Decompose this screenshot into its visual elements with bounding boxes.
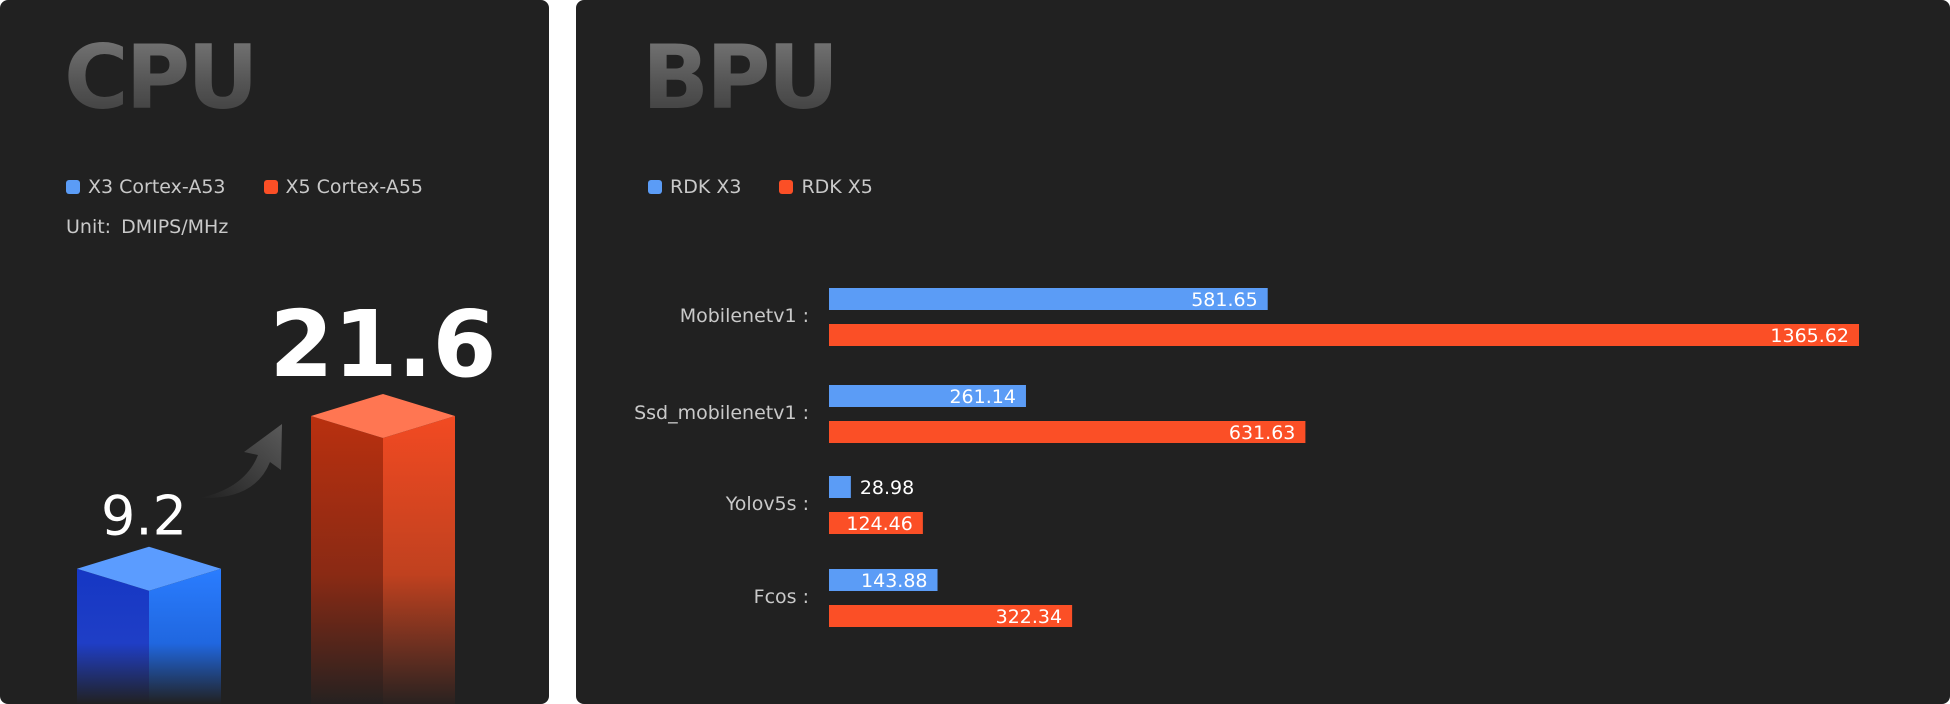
- bpu-bar-value-label: 261.14: [949, 386, 1015, 408]
- cpu-unit: Unit: DMIPS/MHz: [66, 216, 228, 238]
- cpu-legend-label-x5: X5 Cortex-A55: [285, 176, 424, 198]
- bpu-bar: [829, 324, 1859, 346]
- bpu-legend-item-x3: RDK X3: [648, 176, 741, 198]
- bpu-bar: [829, 569, 938, 591]
- legend-swatch-red: [263, 180, 278, 194]
- cpu-bar-right-face: [383, 416, 455, 704]
- cpu-bar-left-face: [311, 416, 383, 704]
- bpu-category-label: Fcos :: [753, 586, 809, 608]
- bpu-category-label: Ssd_mobilenetv1 :: [634, 402, 809, 424]
- cpu-bar: 9.2: [77, 485, 221, 704]
- bpu-category-label: Yolov5s :: [725, 493, 809, 515]
- bpu-bar: [829, 512, 923, 534]
- bpu-chart: 581.65 1365.62 261.14 631.63 28.98 124.46 143.…: [829, 288, 1859, 628]
- bpu-bar-value-label: 631.63: [1229, 422, 1295, 444]
- bpu-bar: [829, 476, 851, 498]
- bpu-bar: [829, 288, 1268, 310]
- cpu-bar-right-face: [149, 568, 221, 704]
- bpu-bar: [829, 421, 1306, 443]
- cpu-bar-value-label: 21.6: [270, 291, 497, 398]
- bpu-title: BPU: [642, 26, 839, 129]
- legend-swatch-red: [779, 180, 794, 194]
- bpu-legend-label-x5: RDK X5: [801, 176, 873, 198]
- bpu-bar-value-label: 581.65: [1191, 289, 1257, 311]
- unit-value: DMIPS/MHz: [121, 216, 229, 238]
- bpu-bar: [829, 605, 1073, 627]
- legend-swatch-blue: [648, 180, 662, 194]
- cpu-bar-value-label: 9.2: [101, 485, 187, 548]
- cpu-bar-top-face: [77, 546, 221, 591]
- legend-swatch-blue: [66, 180, 80, 194]
- bpu-category-label: Mobilenetv1 :: [679, 305, 809, 327]
- arrow-up-right-icon: [200, 424, 282, 499]
- cpu-legend: X3 Cortex-A53 X5 Cortex-A55: [66, 176, 423, 198]
- bpu-legend-item-x5: RDK X5: [779, 176, 873, 198]
- bpu-bar-value-label: 1365.62: [1770, 325, 1849, 347]
- cpu-panel: CPU X3 Cortex-A53 X5 Cortex-A55 Unit: DMI…: [0, 0, 549, 704]
- cpu-legend-label-x3: X3 Cortex-A53: [88, 176, 226, 198]
- unit-label: Unit:: [66, 216, 112, 238]
- cpu-legend-item-x3: X3 Cortex-A53: [66, 176, 226, 198]
- cpu-chart: 9.2 21.6: [77, 291, 497, 704]
- cpu-legend-item-x5: X5 Cortex-A55: [263, 176, 424, 198]
- bpu-bar-value-label: 28.98: [860, 477, 914, 499]
- bpu-legend: RDK X3 RDK X5: [648, 176, 873, 198]
- cpu-bar-top-face: [311, 394, 455, 438]
- bpu-panel: BPU RDK X3 RDK X5 Mobilenetv1 : Ssd_mobil…: [576, 0, 1950, 704]
- bpu-bar-value-label: 143.88: [861, 570, 927, 592]
- cpu-title: CPU: [64, 26, 259, 129]
- bpu-legend-label-x3: RDK X3: [670, 176, 742, 198]
- bpu-bar-value-label: 124.46: [846, 513, 912, 535]
- bpu-bar: [829, 385, 1026, 407]
- bpu-bar-value-label: 322.34: [996, 606, 1062, 628]
- cpu-bar-left-face: [77, 568, 149, 704]
- cpu-bar: 21.6: [270, 291, 497, 704]
